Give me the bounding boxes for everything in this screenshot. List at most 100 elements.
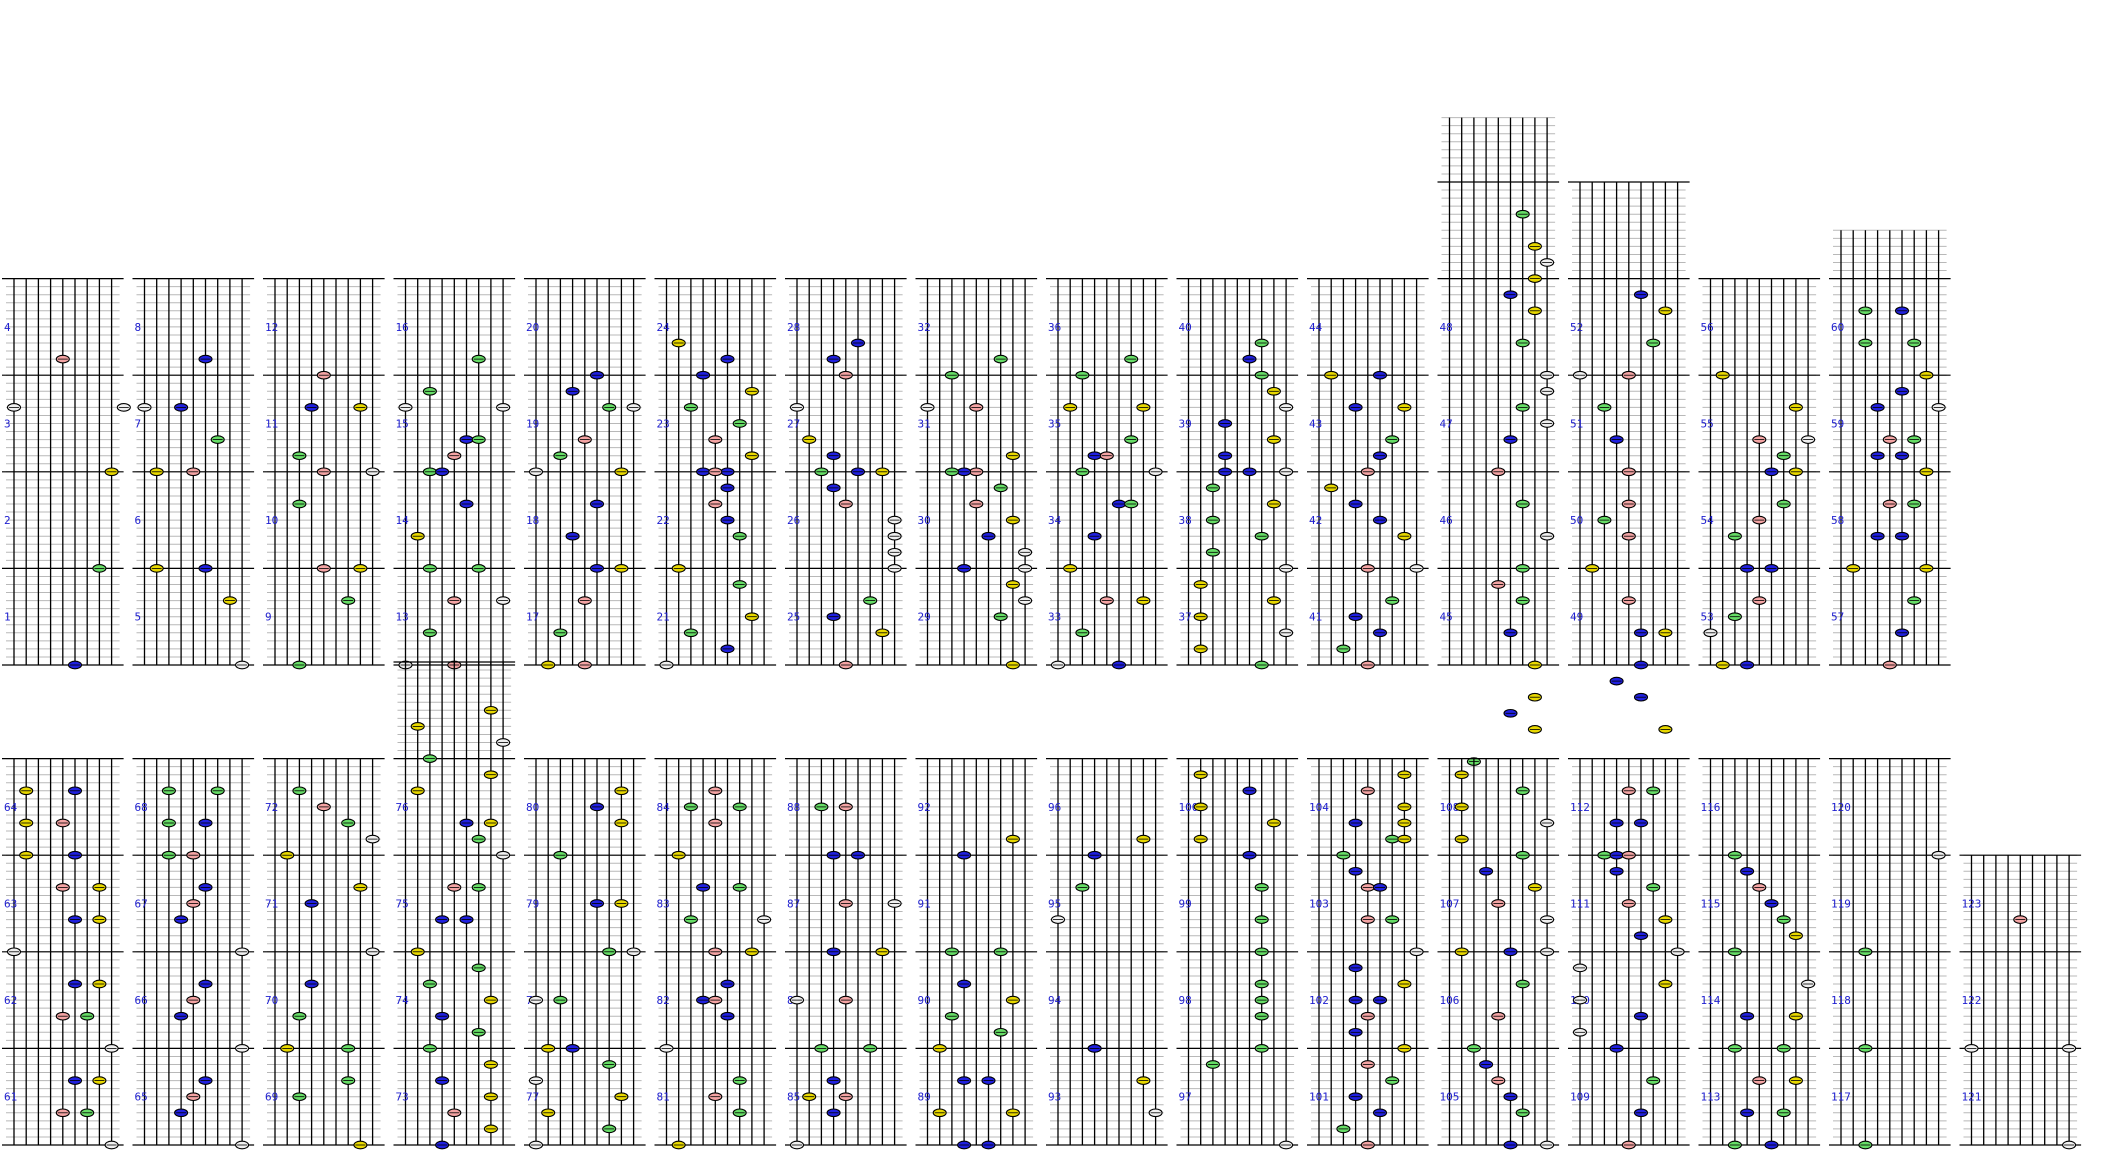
- section-label: 65: [135, 1091, 148, 1104]
- section-label: 13: [396, 611, 409, 624]
- section-label: 58: [1831, 514, 1844, 527]
- section-label: 105: [1440, 1091, 1460, 1104]
- section-label: 119: [1831, 898, 1851, 911]
- section-label: 106: [1440, 994, 1460, 1007]
- section-label: 97: [1179, 1091, 1192, 1104]
- section-label: 40: [1179, 321, 1192, 334]
- section-label: 117: [1831, 1091, 1851, 1104]
- section-label: 30: [918, 514, 931, 527]
- section-label: 64: [4, 801, 18, 814]
- section-label: 44: [1309, 321, 1323, 334]
- section-label: 90: [918, 994, 931, 1007]
- section-label: 15: [396, 418, 409, 431]
- section-label: 4: [4, 321, 11, 334]
- section-label: 114: [1701, 994, 1721, 1007]
- section-label: 20: [526, 321, 539, 334]
- section-label: 26: [787, 514, 800, 527]
- section-label: 11: [265, 418, 278, 431]
- section-label: 94: [1048, 994, 1062, 1007]
- section-label: 82: [657, 994, 670, 1007]
- section-label: 3: [4, 418, 11, 431]
- section-label: 7: [135, 418, 142, 431]
- section-label: 38: [1179, 514, 1192, 527]
- section-label: 111: [1570, 898, 1590, 911]
- section-label: 48: [1440, 321, 1453, 334]
- section-label: 75: [396, 898, 409, 911]
- section-label: 47: [1440, 418, 1453, 431]
- section-label: 60: [1831, 321, 1844, 334]
- section-label: 63: [4, 898, 17, 911]
- section-label: 32: [918, 321, 931, 334]
- section-label: 108: [1440, 801, 1460, 814]
- section-label: 74: [396, 994, 410, 1007]
- section-label: 34: [1048, 514, 1062, 527]
- section-label: 101: [1309, 1091, 1329, 1104]
- section-label: 107: [1440, 898, 1460, 911]
- section-label: 49: [1570, 611, 1583, 624]
- section-label: 24: [657, 321, 671, 334]
- section-label: 84: [657, 801, 671, 814]
- section-label: 116: [1701, 801, 1721, 814]
- section-label: 57: [1831, 611, 1844, 624]
- section-label: 28: [787, 321, 800, 334]
- section-label: 92: [918, 801, 931, 814]
- section-label: 25: [787, 611, 800, 624]
- section-label: 100: [1179, 801, 1199, 814]
- section-label: 39: [1179, 418, 1192, 431]
- section-label: 1: [4, 611, 11, 624]
- section-label: 17: [526, 611, 539, 624]
- section-label: 91: [918, 898, 931, 911]
- section-label: 115: [1701, 898, 1721, 911]
- section-label: 71: [265, 898, 278, 911]
- section-label: 104: [1309, 801, 1329, 814]
- section-label: 51: [1570, 418, 1583, 431]
- section-label: 29: [918, 611, 931, 624]
- section-label: 113: [1701, 1091, 1721, 1104]
- section-label: 83: [657, 898, 670, 911]
- section-label: 120: [1831, 801, 1851, 814]
- section-label: 123: [1962, 898, 1982, 911]
- section-label: 73: [396, 1091, 409, 1104]
- section-label: 50: [1570, 514, 1583, 527]
- section-label: 35: [1048, 418, 1061, 431]
- section-label: 99: [1179, 898, 1192, 911]
- section-label: 80: [526, 801, 539, 814]
- section-label: 37: [1179, 611, 1192, 624]
- section-label: 103: [1309, 898, 1329, 911]
- section-label: 102: [1309, 994, 1329, 1007]
- section-label: 72: [265, 801, 278, 814]
- section-label: 22: [657, 514, 670, 527]
- section-label: 6: [135, 514, 142, 527]
- section-label: 61: [4, 1091, 17, 1104]
- section-label: 95: [1048, 898, 1061, 911]
- section-label: 5: [135, 611, 142, 624]
- section-label: 54: [1701, 514, 1715, 527]
- section-label: 68: [135, 801, 148, 814]
- section-label: 109: [1570, 1091, 1590, 1104]
- section-label: 70: [265, 994, 278, 1007]
- section-label: 76: [396, 801, 409, 814]
- section-label: 122: [1962, 994, 1982, 1007]
- section-label: 62: [4, 994, 17, 1007]
- section-label: 66: [135, 994, 148, 1007]
- section-label: 27: [787, 418, 800, 431]
- section-label: 67: [135, 898, 148, 911]
- section-label: 59: [1831, 418, 1844, 431]
- section-label: 16: [396, 321, 409, 334]
- section-label: 18: [526, 514, 539, 527]
- section-label: 41: [1309, 611, 1322, 624]
- section-label: 9: [265, 611, 272, 624]
- section-label: 85: [787, 1091, 800, 1104]
- section-label: 87: [787, 898, 800, 911]
- section-label: 118: [1831, 994, 1851, 1007]
- section-label: 121: [1962, 1091, 1982, 1104]
- section-label: 56: [1701, 321, 1714, 334]
- section-label: 43: [1309, 418, 1322, 431]
- section-label: 93: [1048, 1091, 1061, 1104]
- section-label: 10: [265, 514, 278, 527]
- section-label: 19: [526, 418, 539, 431]
- section-label: 21: [657, 611, 670, 624]
- section-label: 55: [1701, 418, 1714, 431]
- section-label: 112: [1570, 801, 1590, 814]
